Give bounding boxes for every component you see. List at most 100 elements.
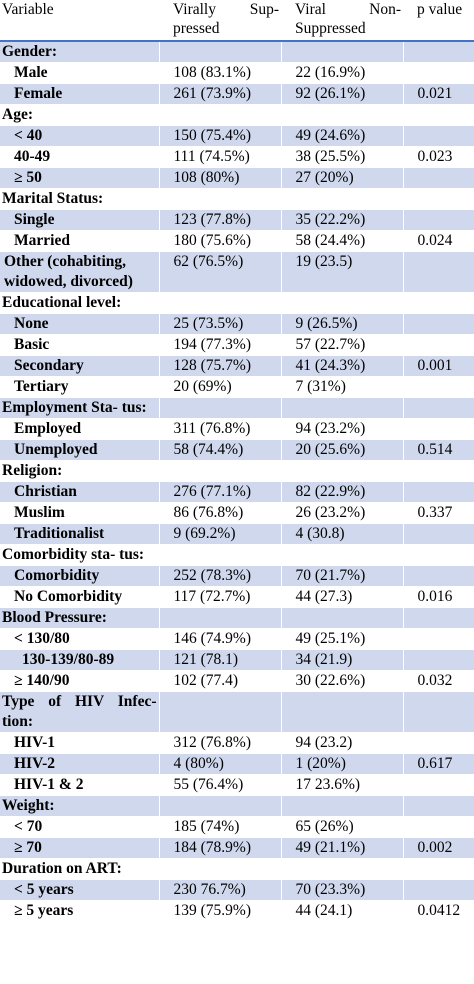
variable-label: Unemployed xyxy=(0,439,159,461)
viral-non-suppressed-cell: 70 (23.3%) xyxy=(280,879,403,901)
header-p-value: p value xyxy=(403,0,474,42)
virally-suppressed-cell: 128 (75.7%) xyxy=(158,355,281,377)
variable-label: < 5 years xyxy=(0,879,159,901)
viral-non-suppressed-cell: 82 (22.9%) xyxy=(280,481,403,503)
table-row: < 70 185 (74%) 65 (26%) xyxy=(0,816,474,838)
table-group-row: Gender: xyxy=(0,41,474,63)
table-group-row: Comorbidity sta- tus: xyxy=(0,544,474,566)
virally-suppressed-cell xyxy=(158,41,281,63)
variable-label: No Comorbidity xyxy=(0,586,159,608)
virally-suppressed-cell: 150 (75.4%) xyxy=(158,125,281,147)
viral-non-suppressed-cell xyxy=(280,292,403,314)
table-group-row: Employment Sta- tus: xyxy=(0,397,474,419)
p-value-cell xyxy=(402,125,474,147)
table-body: Gender: Male 108 (83.1%) 22 (16.9%) Female 26… xyxy=(0,41,474,922)
virally-suppressed-cell: 180 (75.6%) xyxy=(158,230,281,252)
virally-suppressed-cell: 58 (74.4%) xyxy=(158,439,281,461)
viral-non-suppressed-cell xyxy=(280,858,403,880)
table-row: Female 261 (73.9%) 92 (26.1%) 0.021 xyxy=(0,83,474,105)
group-label: Type of HIV Infec- tion: xyxy=(0,691,159,733)
p-value-cell xyxy=(402,418,474,440)
variable-label: Secondary xyxy=(0,355,159,377)
table-row: None 25 (73.5%) 9 (26.5%) xyxy=(0,313,474,335)
viral-non-suppressed-cell xyxy=(280,41,403,63)
virally-suppressed-cell: 185 (74%) xyxy=(158,816,281,838)
variable-label: Comorbidity xyxy=(0,565,159,587)
viral-non-suppressed-cell: 70 (21.7%) xyxy=(280,565,403,587)
variable-label: Employed xyxy=(0,418,159,440)
p-value-cell: 0.023 xyxy=(402,146,474,168)
virally-suppressed-cell xyxy=(158,795,281,817)
virally-suppressed-cell xyxy=(158,188,281,210)
virally-suppressed-cell: 20 (69%) xyxy=(158,376,281,398)
p-value-cell xyxy=(402,376,474,398)
viral-non-suppressed-cell: 1 (20%) xyxy=(280,753,403,775)
viral-non-suppressed-cell: 19 (23.5) xyxy=(280,251,403,293)
viral-non-suppressed-cell xyxy=(280,104,403,126)
p-value-cell: 0.0412 xyxy=(402,900,474,922)
p-value-cell xyxy=(402,858,474,880)
p-value-cell xyxy=(402,209,474,231)
virally-suppressed-cell: 121 (78.1) xyxy=(158,649,281,671)
viral-non-suppressed-cell: 92 (26.1%) xyxy=(280,83,403,105)
p-value-cell xyxy=(402,879,474,901)
table-row: < 130/80 146 (74.9%) 49 (25.1%) xyxy=(0,628,474,650)
variable-label: 40-49 xyxy=(0,146,159,168)
virally-suppressed-cell: 86 (76.8%) xyxy=(158,502,281,524)
table-row: Employed 311 (76.8%) 94 (23.2%) xyxy=(0,418,474,440)
p-value-cell xyxy=(402,544,474,566)
virally-suppressed-cell: 146 (74.9%) xyxy=(158,628,281,650)
table-row: Muslim 86 (76.8%) 26 (23.2%) 0.337 xyxy=(0,502,474,524)
table-row: < 40 150 (75.4%) 49 (24.6%) xyxy=(0,125,474,147)
table-row: 130-139/80-89 121 (78.1) 34 (21.9) xyxy=(0,649,474,671)
p-value-cell xyxy=(402,628,474,650)
virally-suppressed-cell xyxy=(158,544,281,566)
p-value-cell xyxy=(402,481,474,503)
viral-non-suppressed-cell: 49 (25.1%) xyxy=(280,628,403,650)
viral-non-suppressed-cell: 44 (27.3) xyxy=(280,586,403,608)
variable-label: Tertiary xyxy=(0,376,159,398)
table-row: < 5 years 230 76.7%) 70 (23.3%) xyxy=(0,879,474,901)
p-value-cell xyxy=(402,774,474,796)
variable-label: Christian xyxy=(0,481,159,503)
virally-suppressed-cell xyxy=(158,858,281,880)
p-value-cell xyxy=(402,607,474,629)
viral-non-suppressed-cell: 26 (23.2%) xyxy=(280,502,403,524)
viral-suppression-table: Variable Virally Sup- pressed Viral Non-… xyxy=(0,0,474,922)
table-row: Tertiary 20 (69%) 7 (31%) xyxy=(0,376,474,398)
group-label: Employment Sta- tus: xyxy=(0,397,159,419)
variable-label: < 130/80 xyxy=(0,628,159,650)
table-row: Traditionalist 9 (69.2%) 4 (30.8) xyxy=(0,523,474,545)
virally-suppressed-cell xyxy=(158,460,281,482)
variable-label: HIV-1 xyxy=(0,732,159,754)
viral-non-suppressed-cell xyxy=(280,544,403,566)
virally-suppressed-cell: 252 (78.3%) xyxy=(158,565,281,587)
variable-label: Single xyxy=(0,209,159,231)
table-row: HIV-2 4 (80%) 1 (20%) 0.617 xyxy=(0,753,474,775)
virally-suppressed-cell: 312 (76.8%) xyxy=(158,732,281,754)
viral-non-suppressed-cell: 41 (24.3%) xyxy=(280,355,403,377)
viral-non-suppressed-cell: 9 (26.5%) xyxy=(280,313,403,335)
p-value-cell xyxy=(402,188,474,210)
table-group-row: Type of HIV Infec- tion: xyxy=(0,691,474,733)
viral-non-suppressed-cell: 30 (22.6%) xyxy=(280,670,403,692)
group-label: Religion: xyxy=(0,460,159,482)
viral-non-suppressed-cell: 7 (31%) xyxy=(280,376,403,398)
viral-non-suppressed-cell: 22 (16.9%) xyxy=(280,62,403,84)
viral-non-suppressed-cell: 94 (23.2%) xyxy=(280,418,403,440)
viral-non-suppressed-cell xyxy=(280,188,403,210)
virally-suppressed-cell: 261 (73.9%) xyxy=(158,83,281,105)
viral-non-suppressed-cell: 94 (23.2) xyxy=(280,732,403,754)
p-value-cell xyxy=(402,313,474,335)
viral-non-suppressed-cell xyxy=(280,607,403,629)
p-value-cell xyxy=(402,292,474,314)
viral-non-suppressed-cell: 57 (22.7%) xyxy=(280,334,403,356)
table-row: Secondary 128 (75.7%) 41 (24.3%) 0.001 xyxy=(0,355,474,377)
variable-label: 130-139/80-89 xyxy=(0,649,159,671)
p-value-cell xyxy=(402,167,474,189)
virally-suppressed-cell: 139 (75.9%) xyxy=(158,900,281,922)
p-value-cell xyxy=(402,334,474,356)
virally-suppressed-cell: 108 (80%) xyxy=(158,167,281,189)
table-group-row: Religion: xyxy=(0,460,474,482)
table-row: Unemployed 58 (74.4%) 20 (25.6%) 0.514 xyxy=(0,439,474,461)
